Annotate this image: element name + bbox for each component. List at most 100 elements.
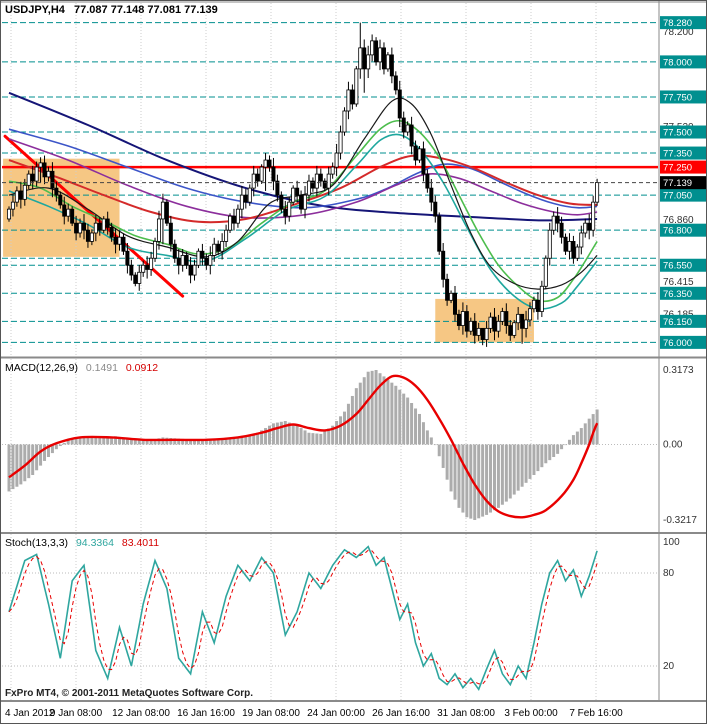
candle-body — [322, 180, 327, 189]
candle-body — [66, 208, 71, 217]
candle-body — [93, 222, 98, 234]
candle-body — [555, 215, 560, 224]
price-scale-label: 76.860 — [663, 215, 694, 226]
candle-body — [271, 166, 276, 182]
time-label: 31 Jan 08:00 — [437, 708, 495, 719]
candle-body — [129, 264, 134, 276]
candle-body — [81, 222, 86, 231]
candle-body — [472, 320, 477, 336]
price-scale-label: 78.200 — [663, 27, 694, 38]
candle-body — [421, 148, 426, 175]
candle-body — [389, 54, 394, 77]
candle-body — [587, 222, 592, 231]
macd-signal-line — [8, 374, 599, 519]
candle-body — [259, 166, 264, 182]
stoch-panel[interactable] — [2, 534, 659, 700]
candle-body — [374, 40, 379, 63]
candle-body — [279, 194, 284, 210]
ma-blue[interactable] — [8, 128, 598, 209]
candle-body — [46, 170, 51, 178]
candle-body — [283, 208, 288, 217]
candle-body — [184, 255, 189, 266]
candle-body — [255, 173, 260, 182]
ma-purple[interactable] — [8, 138, 598, 219]
macd-scale-label: -0.3217 — [663, 515, 697, 526]
candle-body — [97, 222, 102, 231]
candle-body — [117, 236, 122, 245]
price-axis[interactable]: 78.20077.52076.86076.41576.18578.28078.0… — [660, 16, 706, 349]
candle-body — [429, 187, 434, 203]
candle-body — [464, 311, 469, 332]
candle-body — [456, 313, 461, 326]
highlight-zone[interactable] — [3, 158, 120, 257]
candle-body — [145, 264, 150, 270]
price-level-box — [660, 16, 706, 30]
candle-body — [385, 54, 390, 70]
candle-body — [228, 215, 233, 231]
candle-body — [220, 241, 225, 252]
candle-body — [149, 257, 154, 270]
candle-body — [200, 250, 205, 259]
candle-body — [113, 236, 118, 245]
candle-body — [212, 243, 217, 256]
candle-body — [243, 194, 248, 203]
candle-body — [500, 311, 505, 322]
candle-body — [247, 187, 252, 203]
candle-body — [492, 316, 497, 332]
macd-scale-label: 0.3173 — [663, 365, 694, 376]
price-level-box — [660, 125, 706, 139]
price-level-label: 77.139 — [663, 178, 692, 189]
ma-teal[interactable] — [8, 133, 598, 310]
candle-body — [10, 201, 15, 210]
candle-body — [105, 218, 110, 228]
price-level-box — [660, 223, 706, 237]
candle-body — [595, 182, 600, 203]
candle-body — [216, 243, 221, 252]
price-level-label: 76.150 — [663, 317, 692, 328]
candle-body — [30, 173, 35, 182]
candle-body — [18, 190, 23, 200]
macd-axis[interactable]: 0.3173 0.00 -0.3217 — [663, 365, 697, 526]
candle-body — [208, 255, 213, 266]
price-level-label: 76.800 — [663, 226, 692, 237]
stoch-axis[interactable]: 100 80 20 — [663, 537, 680, 672]
candle-body — [350, 89, 355, 105]
candle-body — [539, 285, 544, 312]
candle-body — [89, 232, 94, 242]
candlesticks[interactable] — [7, 22, 600, 347]
candle-body — [85, 229, 90, 242]
candle-body — [54, 187, 59, 196]
stoch-scale-label: 80 — [663, 568, 675, 579]
candle-body — [480, 327, 485, 340]
candle-body — [437, 215, 442, 252]
time-label: 9 Jan 08:00 — [50, 708, 103, 719]
candle-body — [287, 201, 292, 217]
candle-body — [531, 299, 536, 310]
candle-body — [543, 257, 548, 287]
candle-body — [188, 264, 193, 276]
candle-body — [559, 222, 564, 238]
price-level-box — [660, 90, 706, 104]
candle-body — [38, 162, 43, 168]
candle-body — [180, 255, 185, 266]
price-level-label: 78.000 — [663, 57, 692, 68]
candle-body — [516, 313, 521, 324]
time-label: 26 Jan 16:00 — [372, 708, 430, 719]
ma-black[interactable] — [8, 97, 598, 290]
candle-body — [417, 148, 422, 161]
candle-body — [362, 47, 367, 70]
ma-red[interactable] — [8, 154, 598, 224]
macd-panel[interactable] — [2, 359, 659, 532]
candle-body — [334, 152, 339, 168]
candle-body — [445, 278, 450, 301]
candle-body — [303, 194, 308, 210]
candle-body — [547, 229, 552, 259]
candle-body — [153, 241, 158, 259]
candle-body — [358, 47, 363, 70]
candle-body — [125, 250, 130, 266]
main-panel[interactable] — [2, 3, 659, 356]
price-level-box — [660, 286, 706, 300]
price-scale-label: 76.415 — [663, 277, 694, 288]
